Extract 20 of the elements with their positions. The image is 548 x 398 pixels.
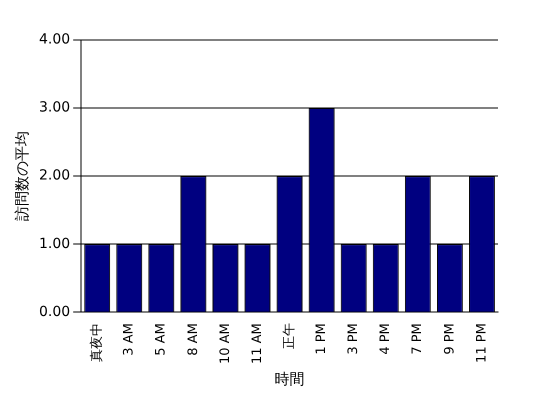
x-tick-label: 8 AM xyxy=(186,323,201,356)
x-tick-label: 真夜中 xyxy=(88,323,105,362)
y-tick-label: 3.00 xyxy=(39,100,70,116)
x-tick-label: 11 AM xyxy=(250,323,265,364)
x-tick-label: 7 PM xyxy=(410,323,426,355)
x-tick-label: 4 PM xyxy=(378,323,394,355)
x-tick-label: 3 AM xyxy=(122,323,137,356)
x-tick-label: 5 AM xyxy=(154,323,169,356)
y-axis-title: 訪問数の平均 xyxy=(12,131,31,222)
y-tick-label: 4.00 xyxy=(39,32,70,48)
x-tick-label: 10 AM xyxy=(218,323,233,364)
y-tick-label: 0.00 xyxy=(39,304,70,320)
x-tick-label: 正午 xyxy=(282,323,297,350)
x-tick-label: 9 PM xyxy=(442,323,458,355)
x-tick-label: 11 PM xyxy=(474,323,490,363)
x-tick-label: 1 PM xyxy=(314,323,330,355)
y-tick-label: 2.00 xyxy=(39,168,70,184)
x-tick-label: 3 PM xyxy=(346,323,362,355)
x-axis-title: 時間 xyxy=(274,370,305,388)
y-tick-label: 1.00 xyxy=(39,236,70,252)
